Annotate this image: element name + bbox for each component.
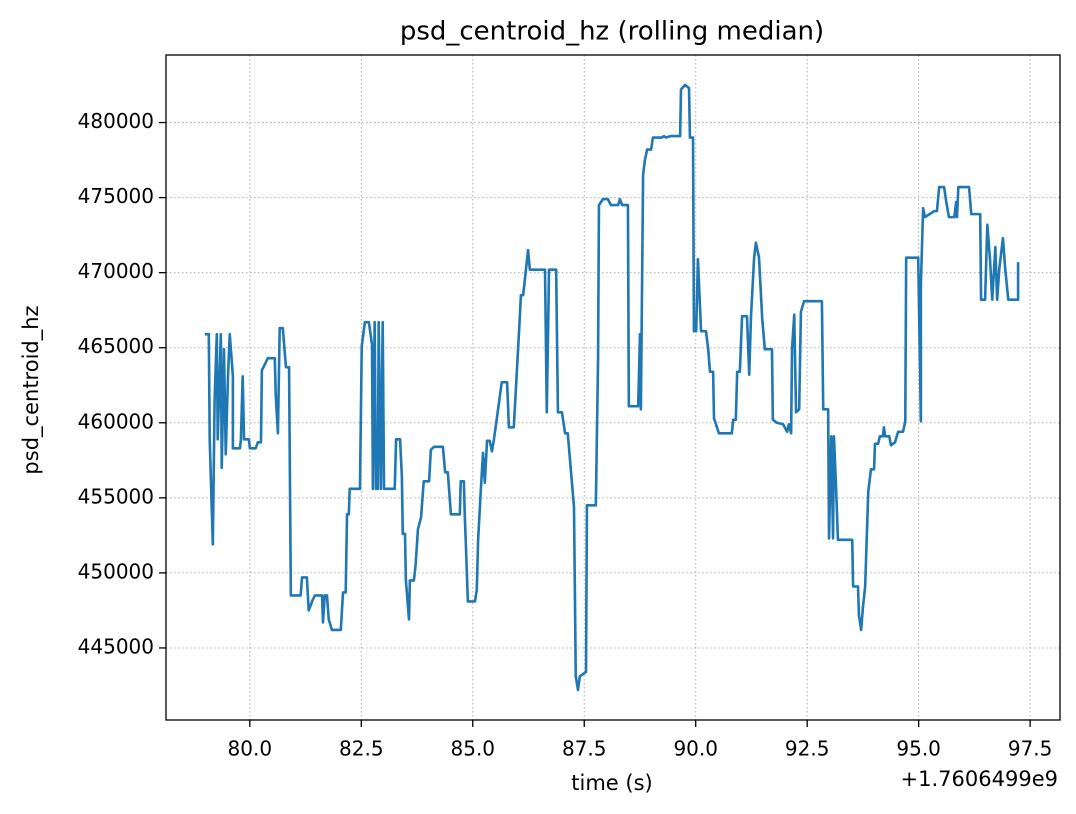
- x-tick-label: 82.5: [339, 737, 384, 761]
- y-tick-label: 445000: [78, 634, 154, 658]
- y-tick-label: 480000: [78, 109, 154, 133]
- x-tick-label: 90.0: [673, 737, 718, 761]
- plot-frame: [165, 54, 1061, 721]
- data-line: [204, 83, 1020, 692]
- x-axis-label: time (s): [571, 771, 652, 795]
- y-tick-label: 460000: [78, 409, 154, 433]
- y-tick-label: 465000: [78, 334, 154, 358]
- chart-title: psd_centroid_hz (rolling median): [400, 17, 824, 47]
- x-tick-label: 85.0: [451, 737, 496, 761]
- y-tick-label: 475000: [78, 184, 154, 208]
- x-tick-label: 80.0: [228, 737, 273, 761]
- x-tick-label: 97.5: [1008, 737, 1053, 761]
- x-tick-label: 92.5: [785, 737, 830, 761]
- x-tick-label: 87.5: [562, 737, 607, 761]
- y-tick-label: 455000: [78, 484, 154, 508]
- y-axis-label: psd_centroid_hz: [19, 305, 44, 474]
- x-offset-label: +1.7606499e9: [901, 767, 1058, 791]
- y-tick-label: 470000: [78, 259, 154, 283]
- y-tick-label: 450000: [78, 559, 154, 583]
- x-tick-label: 95.0: [896, 737, 941, 761]
